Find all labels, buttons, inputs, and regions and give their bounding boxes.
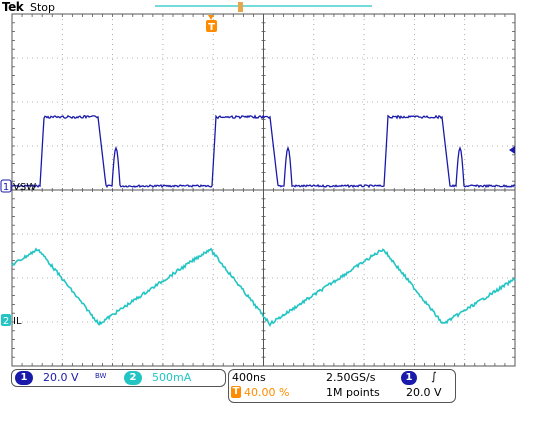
timebase-readout-panel[interactable]: 400ns 2.50GS/s 1 ∫ T 40.00 % 1M points 2…: [228, 369, 456, 403]
trigger-position-marker[interactable]: T: [206, 15, 217, 33]
trigger-position-icon: T: [231, 386, 241, 398]
trigger-marker-label: T: [208, 22, 215, 33]
ch2-waveform: [11, 247, 516, 328]
graticule: [11, 13, 516, 367]
time-scale: 400ns: [232, 371, 266, 384]
ch1-badge[interactable]: 1: [15, 371, 33, 385]
record-length: 1M points: [326, 386, 380, 399]
ch1-label: VSW: [13, 182, 36, 193]
trigger-position-percent: 40.00 %: [244, 386, 290, 399]
svg-text:2: 2: [3, 316, 9, 327]
bandwidth-limit-icon: BW: [95, 372, 107, 380]
sample-rate: 2.50GS/s: [326, 371, 376, 384]
record-view-marker: [238, 2, 243, 12]
channel-readout-panel[interactable]: 1 20.0 V BW 2 500mA: [11, 369, 226, 387]
ch1-ground-marker[interactable]: 1: [0, 179, 12, 193]
ch2-badge[interactable]: 2: [124, 371, 142, 385]
brand-logo: Tek: [2, 0, 24, 14]
trigger-slope-icon: ∫: [431, 370, 437, 383]
trigger-level-marker[interactable]: [509, 146, 515, 154]
status-bar: Tek Stop: [0, 0, 533, 14]
ch1-waveform: [11, 114, 516, 189]
trigger-level: 20.0 V: [406, 386, 442, 399]
trigger-source-badge[interactable]: 1: [401, 371, 417, 385]
ch2-ground-marker[interactable]: 2: [1, 314, 11, 327]
acquisition-state: Stop: [30, 1, 56, 14]
ch1-scale: 20.0 V: [43, 371, 79, 384]
ch2-label: IL: [13, 316, 22, 327]
ch2-scale: 500mA: [152, 371, 192, 384]
svg-text:1: 1: [3, 182, 9, 193]
